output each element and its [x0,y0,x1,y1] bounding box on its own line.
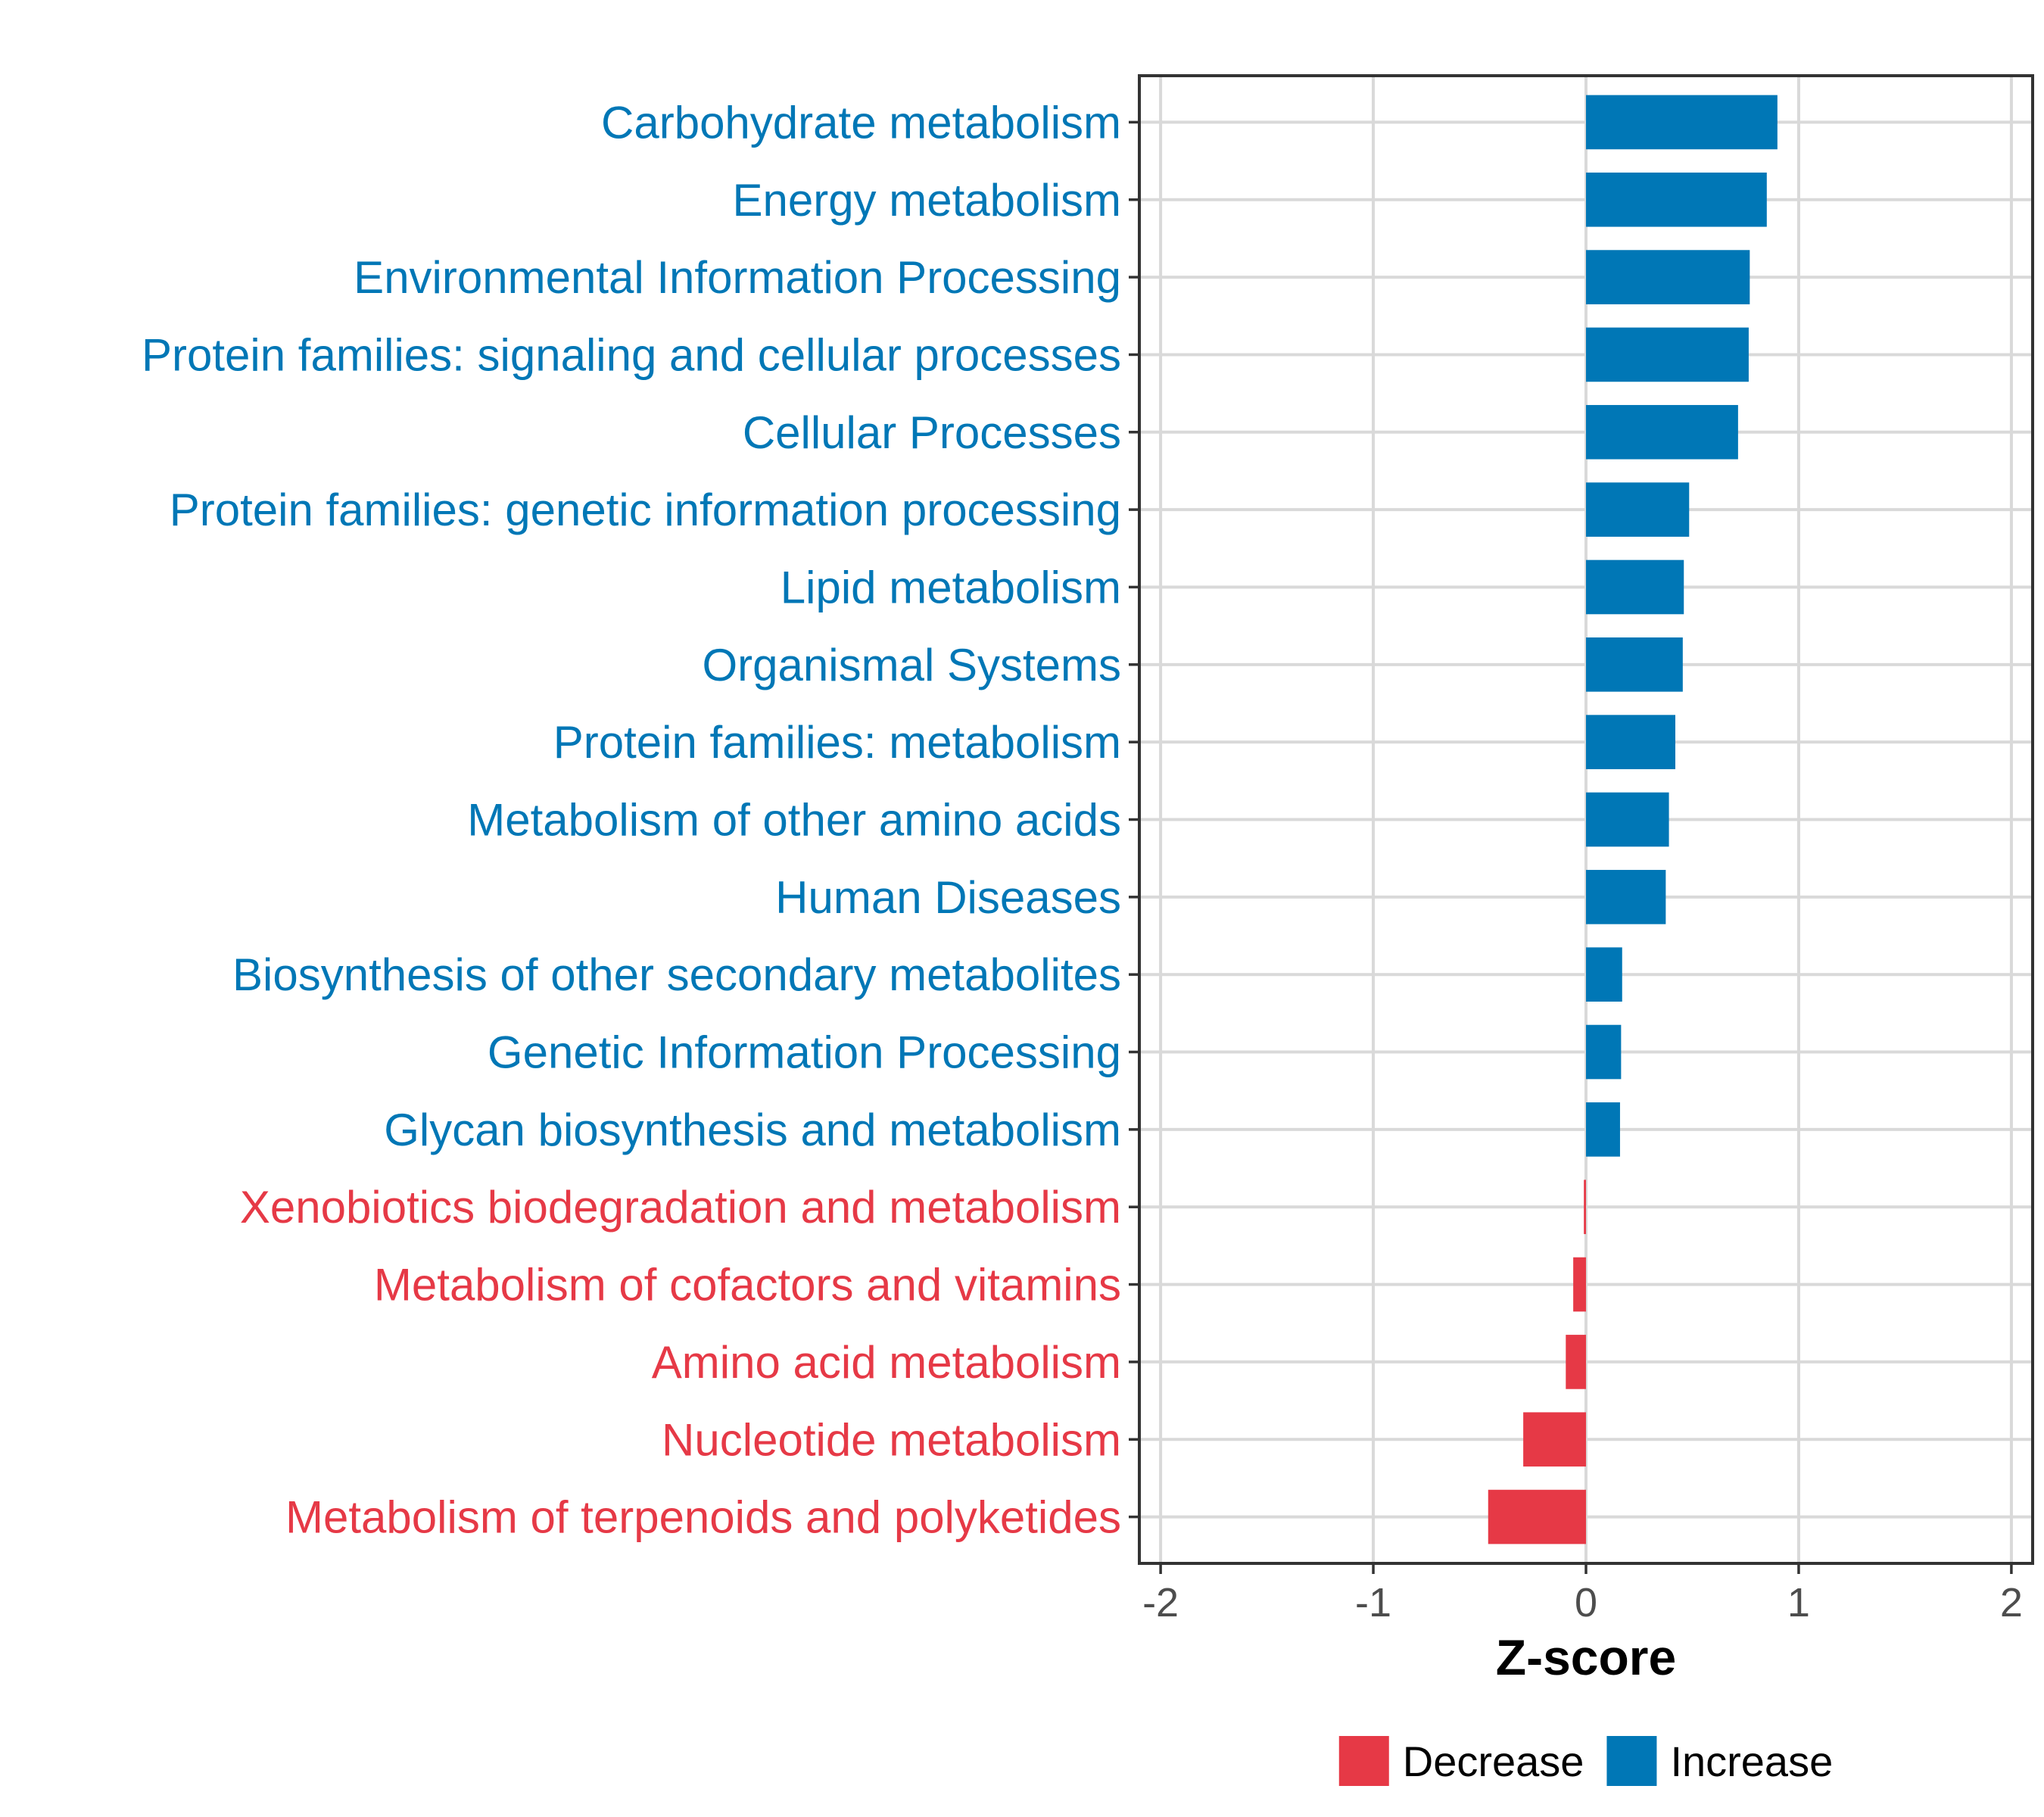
category-label: Protein families: genetic information pr… [170,485,1121,535]
legend-key-increase [1606,1736,1657,1786]
category-label: Cellular Processes [743,407,1121,458]
bar [1586,482,1690,537]
bar [1586,947,1622,1002]
x-axis-title: Z-score [1496,1629,1676,1685]
legend: Decrease Increase [1338,1736,1833,1786]
category-label: Metabolism of cofactors and vitamins [374,1260,1121,1311]
category-label: Nucleotide metabolism [662,1414,1121,1465]
category-label: Energy metabolism [732,175,1121,226]
category-label: Carbohydrate metabolism [601,97,1121,148]
category-label: Glycan biosynthesis and metabolism [384,1105,1121,1155]
bar [1586,870,1666,924]
x-tick-label: 0 [1575,1580,1597,1625]
x-tick-label: 1 [1787,1580,1810,1625]
category-label: Organismal Systems [703,640,1121,690]
bar [1566,1335,1586,1389]
bar [1586,250,1750,304]
bar [1586,95,1778,150]
x-tick-label: -1 [1355,1580,1391,1625]
x-tick-label: 2 [2000,1580,2023,1625]
category-label: Genetic Information Processing [488,1027,1121,1078]
bar [1584,1180,1586,1235]
x-tick-label: -2 [1142,1580,1179,1625]
legend-label: Increase [1670,1738,1833,1785]
category-label: Biosynthesis of other secondary metaboli… [232,949,1121,1000]
legend-label: Decrease [1403,1738,1584,1785]
category-label: Human Diseases [775,872,1121,923]
category-label: Environmental Information Processing [354,252,1121,303]
bar [1586,404,1738,460]
category-label: Metabolism of terpenoids and polyketides [285,1492,1121,1543]
bar [1586,715,1675,769]
bar [1488,1489,1586,1544]
bar [1586,792,1669,847]
bar [1586,327,1749,382]
x-axis-ticks: -2 -1 0 1 2 [1142,1563,2023,1625]
category-label: Lipid metabolism [781,562,1121,612]
category-label: Amino acid metabolism [652,1337,1121,1388]
category-label: Xenobiotics biodegradation and metabolis… [240,1182,1121,1233]
category-label: Protein families: metabolism [553,717,1121,768]
bar [1586,559,1684,615]
legend-key-decrease [1338,1736,1389,1786]
bar [1586,1024,1622,1080]
category-label: Metabolism of other amino acids [467,795,1121,846]
bar [1586,172,1767,227]
y-axis-ticks: Carbohydrate metabolism Energy metabolism… [142,97,1139,1543]
category-label: Protein families: signaling and cellular… [142,329,1121,380]
bar [1523,1412,1586,1467]
bar [1586,637,1683,692]
bars [1488,95,1778,1544]
bar [1573,1257,1586,1312]
bar [1586,1102,1620,1157]
